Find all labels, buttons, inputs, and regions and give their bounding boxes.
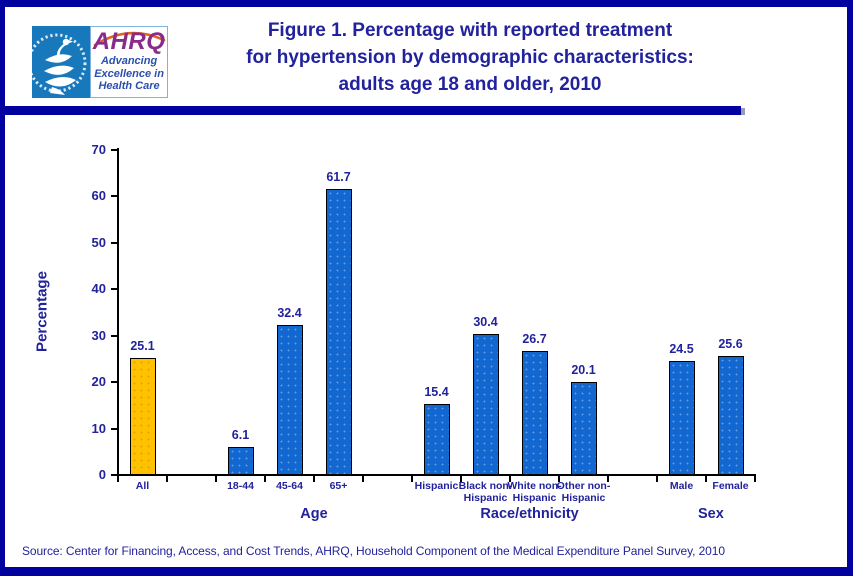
y-tick-label: 20 xyxy=(91,374,106,390)
bar-value-label: 24.5 xyxy=(669,342,694,357)
title-underline-rule xyxy=(0,106,741,115)
y-tick-label: 50 xyxy=(91,234,106,250)
x-axis xyxy=(117,474,756,476)
bar xyxy=(570,381,597,475)
x-tick xyxy=(166,476,168,482)
bar xyxy=(668,361,695,475)
bar xyxy=(227,446,254,475)
figure-title-line-3: adults age 18 and older, 2010 xyxy=(338,74,602,95)
y-tick xyxy=(111,149,118,151)
bar-category-label: 45-64 xyxy=(276,480,303,492)
y-tick xyxy=(111,288,118,291)
bar-category-label: Black non- Hispanic xyxy=(458,480,513,504)
title-underline-rule-shadow xyxy=(741,108,745,115)
y-tick-label: 30 xyxy=(91,327,106,343)
y-tick xyxy=(111,195,118,198)
bar-category-label: All xyxy=(135,480,150,492)
y-tick-label: 70 xyxy=(91,142,106,157)
bar-value-label: 6.1 xyxy=(231,427,250,442)
bar-category-label: Male xyxy=(669,480,694,492)
bar xyxy=(325,188,352,475)
ahrq-tagline: Advancing Excellence in Health Care xyxy=(94,55,164,93)
group-label: Sex xyxy=(697,506,724,522)
bar-category-label: Other non- Hispanic xyxy=(556,480,611,504)
bar-value-label: 26.7 xyxy=(522,332,547,347)
x-tick xyxy=(117,476,119,482)
tagline-line-2: Excellence in xyxy=(94,67,164,80)
x-tick xyxy=(509,476,511,482)
hhs-eagle-icon xyxy=(32,33,87,95)
bar xyxy=(472,333,499,475)
hhs-eagle-seal-icon xyxy=(32,26,91,98)
bar-category-label: 65+ xyxy=(329,480,348,492)
frame-bottom-rule xyxy=(0,567,853,576)
bar-category-label: 18-44 xyxy=(227,480,254,492)
bar-value-label: 30.4 xyxy=(473,314,498,329)
y-tick-label: 40 xyxy=(91,281,106,297)
frame-left-rule xyxy=(0,0,5,576)
figure-title-line-2: for hypertension by demographic characte… xyxy=(246,47,694,68)
frame-right-rule xyxy=(847,0,853,576)
x-tick xyxy=(754,476,756,482)
tagline-line-3: Health Care xyxy=(98,80,160,92)
bar xyxy=(521,351,548,475)
bar xyxy=(423,403,450,475)
group-label: Age xyxy=(300,506,328,522)
group-label: Race/ethnicity xyxy=(480,506,579,522)
ahrq-wordmark: AHRQ xyxy=(92,28,166,55)
bar-value-label: 61.7 xyxy=(326,169,351,184)
x-tick xyxy=(264,476,266,482)
y-axis xyxy=(117,148,119,476)
x-tick xyxy=(656,476,658,482)
figure-title-line-1: Figure 1. Percentage with reported treat… xyxy=(267,20,673,41)
bar-value-label: 25.1 xyxy=(130,339,155,354)
bar-value-label: 32.4 xyxy=(277,305,302,320)
source-note: Source: Center for Financing, Access, an… xyxy=(22,544,725,558)
y-tick-label: 10 xyxy=(91,420,106,436)
bar-value-label: 25.6 xyxy=(718,337,743,352)
figure-title: Figure 1. Percentage with reported treat… xyxy=(180,17,760,98)
bar xyxy=(276,324,303,475)
ahrq-logo-panel: AHRQ Advancing Excellence in Health Care xyxy=(90,26,168,98)
bar-category-label: Female xyxy=(712,480,749,492)
x-tick xyxy=(362,476,364,482)
y-tick xyxy=(111,241,118,244)
x-tick xyxy=(215,476,217,482)
ahrq-hhs-logo: AHRQ Advancing Excellence in Health Care xyxy=(32,26,168,98)
x-tick xyxy=(607,476,609,482)
bar-category-label: Hispanic xyxy=(414,480,459,492)
x-tick xyxy=(558,476,560,482)
x-tick xyxy=(313,476,315,482)
y-tick xyxy=(111,334,118,337)
bar-value-label: 15.4 xyxy=(424,384,449,399)
frame-top-rule xyxy=(0,0,853,7)
bar-category-label: White non- Hispanic xyxy=(507,480,562,504)
y-tick-label: 0 xyxy=(98,467,106,482)
bar xyxy=(717,356,744,475)
y-tick xyxy=(111,381,118,384)
x-tick xyxy=(411,476,413,482)
y-tick xyxy=(111,427,118,430)
y-tick xyxy=(111,474,118,476)
tagline-line-1: Advancing xyxy=(100,55,158,67)
ahrq-arc-icon xyxy=(93,31,165,47)
y-tick-label: 60 xyxy=(91,188,106,204)
x-tick xyxy=(705,476,707,482)
x-tick xyxy=(460,476,462,482)
bar-value-label: 20.1 xyxy=(571,362,596,377)
bar xyxy=(129,358,156,475)
